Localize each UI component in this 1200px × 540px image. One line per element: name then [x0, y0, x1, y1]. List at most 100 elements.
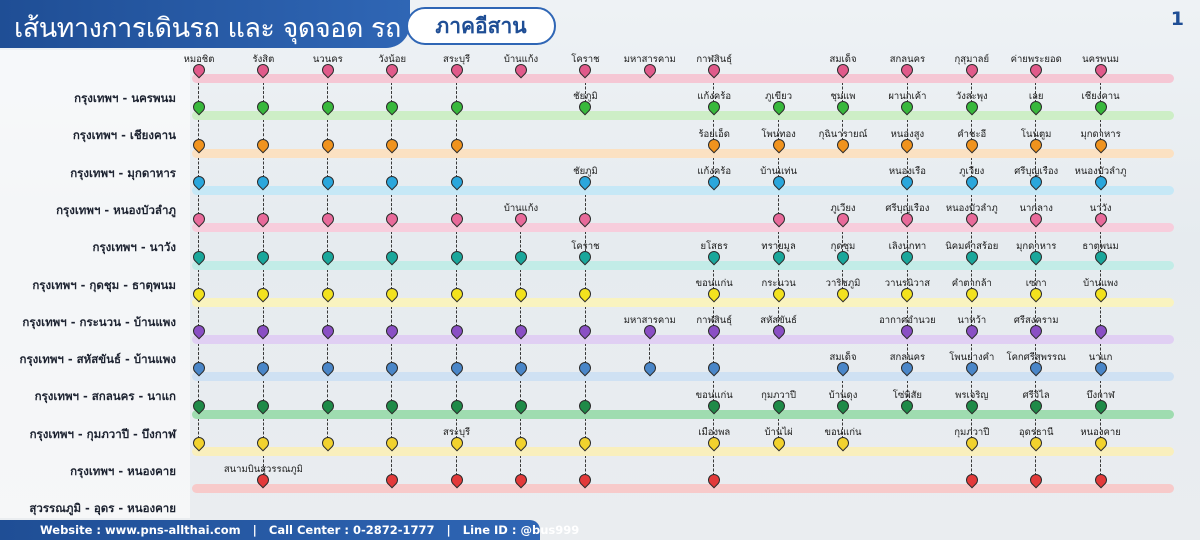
connector-line	[1035, 455, 1037, 477]
connector-line	[1099, 231, 1101, 253]
stop-label: ภูเวียง	[830, 203, 856, 215]
stop-label: บ้านไผ่	[764, 427, 793, 438]
connector-line	[584, 82, 586, 104]
stop-label: คำตากล้า	[951, 277, 992, 289]
connector-line	[584, 231, 586, 253]
connector-line	[584, 193, 586, 216]
stop-label: ศรีบุญเรือง	[885, 203, 930, 215]
connector-line	[1035, 305, 1037, 328]
route-label: กรุงเทพฯ - เชียงคาน	[72, 128, 176, 143]
route-line	[192, 409, 1174, 419]
stop-label: โนนตูม	[1020, 128, 1052, 140]
footer-bar: Website : www.pns-allthai.com | Call Cen…	[0, 520, 579, 540]
connector-line	[1099, 156, 1101, 178]
stop-label: หนองบัวลำภู	[1074, 165, 1127, 177]
stop-label: โคกศรีสุพรรณ	[1006, 352, 1066, 364]
connector-line	[584, 343, 586, 365]
route-label: กรุงเทพฯ - นครพนม	[74, 91, 176, 105]
route-label-panel	[0, 50, 190, 518]
connector-line	[391, 193, 393, 216]
stop-label: กาฬสินธุ์	[696, 315, 733, 327]
route-line	[192, 185, 1174, 195]
route-line	[192, 223, 1174, 233]
stop-label: ผานกเค้า	[888, 91, 927, 103]
connector-line	[713, 343, 715, 365]
stop-label: ขอนแก่น	[824, 427, 862, 438]
stop-label: กุฉินารายณ์	[818, 128, 868, 140]
connector-line	[520, 380, 522, 402]
stop-label: ภูเขียว	[765, 91, 793, 103]
connector-line	[971, 82, 973, 104]
stop-label: บ้านแท่น	[760, 165, 797, 177]
route-line	[192, 484, 1174, 494]
connector-line	[198, 305, 200, 328]
region-badge: ภาคอีสาน	[406, 7, 556, 45]
stop-label: โคราช	[571, 54, 600, 65]
connector-line	[777, 268, 779, 290]
stop-label: นิคมคำสร้อย	[945, 240, 999, 252]
stop-label: อุดรธานี	[1018, 427, 1054, 438]
connector-line	[327, 343, 329, 365]
connector-line	[391, 380, 393, 402]
stop-label: โพนยางคำ	[949, 352, 995, 364]
connector-line	[391, 268, 393, 290]
connector-line	[1099, 268, 1101, 290]
connector-line	[455, 305, 457, 328]
connector-line	[455, 268, 457, 290]
stop-label: สนามบินสุวรรณภูมิ	[223, 464, 303, 476]
connector-line	[584, 380, 586, 402]
line-id[interactable]: Line ID : @bus999	[462, 523, 580, 537]
connector-line	[391, 119, 393, 141]
stop-label: บ้านแก้ง	[503, 54, 539, 65]
connector-line	[971, 156, 973, 178]
connector-line	[971, 193, 973, 216]
stop-label: ศรีวิไล	[1022, 389, 1050, 401]
stop-label: กุมภวาปี	[954, 427, 990, 438]
stop-label: กาฬสินธุ์	[696, 54, 733, 65]
connector-line	[971, 268, 973, 290]
call-center[interactable]: Call Center : 0-2872-1777	[268, 523, 435, 537]
connector-line	[391, 231, 393, 253]
connector-line	[971, 305, 973, 328]
connector-line	[584, 417, 586, 439]
stop-label: ชุมแพ	[830, 91, 856, 103]
connector-line	[455, 380, 457, 402]
connector-line	[455, 417, 457, 439]
route-line	[192, 260, 1174, 270]
connector-line	[520, 417, 522, 439]
connector-line	[971, 455, 973, 477]
connector-line	[777, 119, 779, 141]
stop-label: ทรายมูล	[761, 240, 796, 252]
connector-line	[1099, 305, 1101, 328]
stop-label: สมเด็จ	[829, 54, 857, 65]
connector-line	[327, 156, 329, 178]
connector-line	[713, 119, 715, 141]
stop-label: หนองสูง	[890, 128, 925, 140]
footer-separator-2: |	[446, 523, 451, 537]
stop-label: รังสิต	[252, 54, 275, 65]
website-link[interactable]: Website : www.pns-allthai.com	[40, 523, 241, 537]
stop-label: เลิงนกทา	[888, 240, 927, 252]
stop-label: บึงกาฬ	[1086, 389, 1115, 401]
stop-label: โพนทอง	[761, 128, 796, 140]
connector-line	[971, 343, 973, 365]
stop-label: บ้านแพง	[1083, 277, 1119, 289]
stop-label: สหัสขันธ์	[760, 315, 797, 327]
stop-label: เชียงคาน	[1081, 91, 1120, 103]
stop-label: สมเด็จ	[829, 352, 857, 364]
connector-line	[713, 455, 715, 477]
stop-label: โคราช	[571, 240, 600, 252]
footer-contact: Website : www.pns-allthai.com | Call Cen…	[40, 523, 579, 537]
connector-line	[262, 343, 264, 365]
stop-label: ศรีสงคราม	[1013, 315, 1059, 327]
stop-label: กุมภวาปี	[761, 389, 797, 401]
connector-line	[906, 82, 908, 104]
connector-line	[777, 305, 779, 328]
connector-line	[1035, 156, 1037, 178]
connector-line	[262, 455, 264, 477]
stop-label: แก้งคร้อ	[697, 165, 732, 177]
stop-label: บ้านแก้ง	[503, 203, 539, 215]
route-label: กรุงเทพฯ - กุดชุม - ธาตุพนม	[32, 277, 176, 292]
connector-line	[842, 268, 844, 290]
connector-line	[455, 343, 457, 365]
